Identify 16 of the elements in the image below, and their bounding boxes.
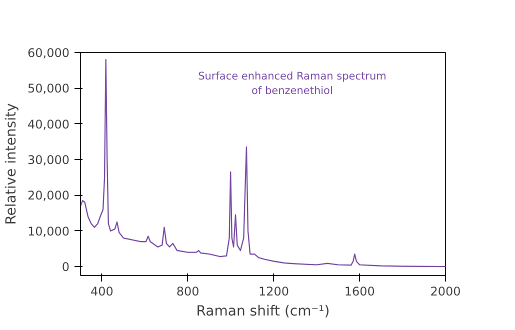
y-tick-label: 30,000 — [28, 153, 70, 168]
annotation: Surface enhanced Raman spectrum of benzenethiol — [198, 70, 386, 97]
x-tick-label: 1200 — [258, 284, 290, 298]
x-tick-label: 400 — [90, 284, 114, 298]
y-tick-label: 10,000 — [28, 224, 70, 238]
x-tick-label: 2000 — [430, 284, 461, 298]
y-tick-label: 40,000 — [28, 117, 70, 132]
x-tick-label: 800 — [176, 284, 200, 298]
y-tick-label: 50,000 — [28, 82, 70, 96]
y-axis-title: Relative intensity — [4, 103, 20, 225]
y-tick-label: 20,000 — [28, 188, 70, 203]
line-series — [80, 59, 446, 268]
x-axis-title: Raman shift (cm⁻¹) — [196, 304, 330, 320]
x-tick-label: 1600 — [344, 284, 375, 298]
y-tick-label: 0 — [62, 260, 70, 274]
y-tick-label: 60,000 — [28, 46, 70, 60]
